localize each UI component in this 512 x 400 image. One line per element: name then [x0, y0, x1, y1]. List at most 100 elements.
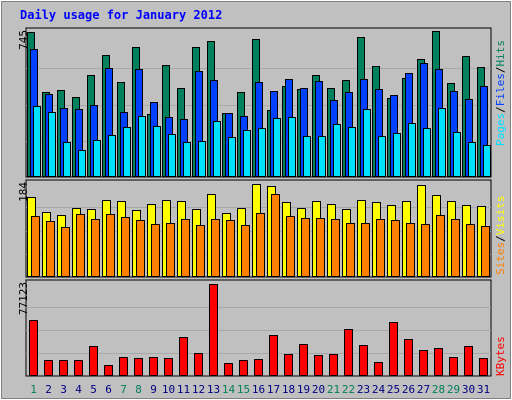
x-label-day-9: 9 [150, 383, 157, 396]
x-label-day-28: 28 [432, 383, 445, 396]
x-label-day-29: 29 [447, 383, 460, 396]
kbytes-bar-24 [374, 362, 383, 376]
sites-bar-24 [376, 219, 385, 277]
sites-bar-27 [421, 224, 430, 277]
top-legend-part-1: / [494, 106, 507, 113]
sites-bar-12 [196, 225, 205, 277]
kbytes-bar-22 [344, 329, 353, 376]
kbytes-bar-4 [74, 360, 83, 376]
middle-legend-part-1: / [494, 235, 507, 242]
pages-bar-29 [453, 132, 461, 177]
sites-bar-17 [271, 194, 280, 277]
x-label-day-27: 27 [417, 383, 430, 396]
kbytes-bar-12 [194, 353, 203, 376]
x-label-day-20: 20 [312, 383, 325, 396]
sites-bar-7 [121, 217, 130, 277]
pages-bar-24 [378, 136, 386, 177]
x-label-day-24: 24 [372, 383, 386, 396]
sites-bar-18 [286, 216, 295, 277]
x-label-day-8: 8 [135, 383, 142, 396]
x-label-day-11: 11 [177, 383, 190, 396]
bottom-panel-bars [29, 284, 488, 376]
sites-bar-19 [301, 218, 310, 277]
kbytes-bar-6 [104, 365, 113, 376]
sites-bar-4 [76, 214, 85, 277]
pages-bar-21 [333, 124, 341, 177]
kbytes-bar-25 [389, 322, 398, 376]
sites-bar-2 [46, 221, 55, 277]
pages-bar-30 [468, 142, 476, 177]
kbytes-bar-11 [179, 337, 188, 376]
kbytes-bar-16 [254, 359, 263, 376]
pages-bar-13 [213, 121, 221, 177]
pages-bar-12 [198, 141, 206, 177]
top-legend: Pages/Files/Hits [494, 40, 507, 146]
pages-bar-7 [123, 127, 131, 177]
sites-bar-6 [106, 214, 115, 277]
kbytes-bar-21 [329, 354, 338, 376]
kbytes-bar-31 [479, 358, 488, 376]
kbytes-bar-3 [59, 360, 68, 376]
sites-bar-5 [91, 219, 100, 277]
kbytes-bar-10 [164, 358, 173, 376]
pages-bar-1 [33, 106, 41, 177]
bottom-ymax-label: 77123 [17, 282, 30, 315]
top-legend-part-0: Pages [494, 113, 507, 146]
x-label-day-26: 26 [402, 383, 415, 396]
middle-legend-part-0: Sites [494, 242, 507, 275]
pages-bar-20 [318, 136, 326, 177]
pages-bar-25 [393, 133, 401, 177]
sites-bar-1 [31, 216, 40, 277]
x-label-day-25: 25 [387, 383, 400, 396]
middle-legend-part-2: Visits [494, 196, 507, 236]
pages-bar-6 [108, 135, 116, 177]
sites-bar-23 [361, 223, 370, 277]
x-label-day-10: 10 [162, 383, 175, 396]
kbytes-bar-14 [224, 363, 233, 376]
sites-bar-14 [226, 220, 235, 277]
kbytes-bar-5 [89, 346, 98, 376]
sites-bar-25 [391, 220, 400, 277]
kbytes-bar-28 [434, 348, 443, 376]
pages-bar-23 [363, 109, 371, 177]
x-axis-labels: 1 2 3 4 5 6 7 8 9 10 11 12 13 14 15 16 17 18 19 20 21 22 23 24 2… [30, 383, 490, 396]
middle-legend-text: Sites/Visits [494, 196, 507, 276]
top-ymax-label: 745 [17, 30, 30, 50]
pages-bar-31 [483, 145, 491, 177]
x-label-day-19: 19 [297, 383, 310, 396]
sites-bar-29 [451, 219, 460, 277]
kbytes-bar-7 [119, 357, 128, 376]
x-label-day-2: 2 [45, 383, 52, 396]
kbytes-bar-17 [269, 335, 278, 376]
sites-bar-21 [331, 219, 340, 277]
x-label-day-7: 7 [120, 383, 127, 396]
kbytes-bar-26 [404, 339, 413, 376]
chart-title: Daily usage for January 2012 [20, 8, 222, 22]
pages-bar-10 [168, 134, 176, 177]
kbytes-bar-18 [284, 354, 293, 376]
kbytes-bar-9 [149, 357, 158, 376]
top-legend-text: Pages/Files/Hits [494, 40, 507, 146]
x-label-day-22: 22 [342, 383, 355, 396]
kbytes-bar-8 [134, 358, 143, 376]
kbytes-bar-29 [449, 357, 458, 376]
bottom-legend-part-0: KBytes [494, 336, 507, 376]
sites-bar-22 [346, 223, 355, 277]
pages-bar-19 [303, 136, 311, 177]
pages-bar-15 [243, 130, 251, 177]
top-legend-part-4: Hits [494, 40, 507, 67]
pages-bar-11 [183, 142, 191, 177]
x-label-day-17: 17 [267, 383, 280, 396]
middle-legend: Sites/Visits [494, 196, 507, 276]
bottom-legend: KBytes [494, 336, 507, 376]
pages-bar-3 [63, 142, 71, 177]
kbytes-bar-19 [299, 344, 308, 376]
kbytes-bar-1 [29, 320, 38, 376]
pages-bar-16 [258, 128, 266, 177]
pages-bar-2 [48, 112, 56, 177]
x-label-day-1: 1 [30, 383, 37, 396]
x-label-day-31: 31 [477, 383, 490, 396]
x-label-day-15: 15 [237, 383, 250, 396]
sites-bar-28 [436, 215, 445, 277]
